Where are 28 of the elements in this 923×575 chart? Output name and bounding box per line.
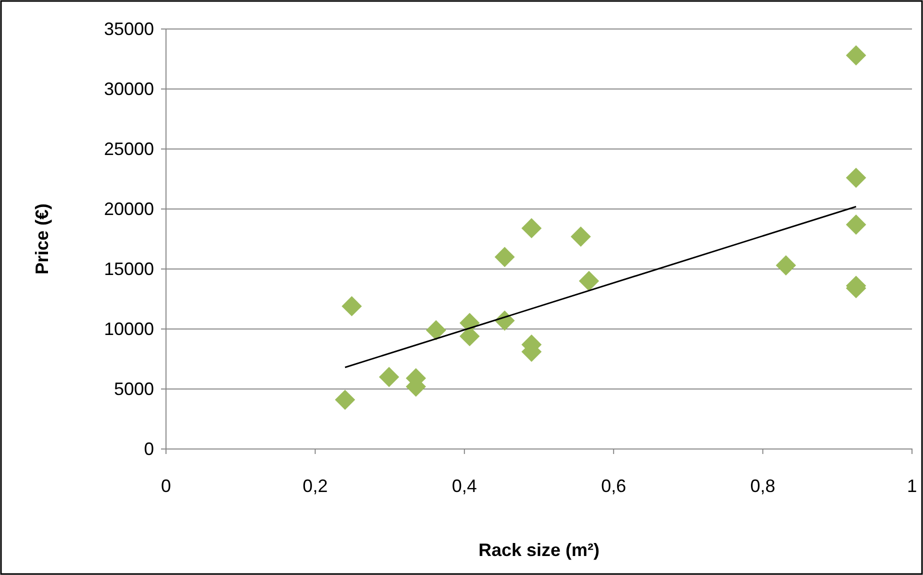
y-tick-label: 15000 — [104, 258, 154, 279]
y-tick-label: 5000 — [114, 378, 154, 399]
y-tick-label: 20000 — [104, 198, 154, 219]
x-axis-title: Rack size (m²) — [478, 540, 600, 560]
point — [342, 296, 362, 316]
point — [846, 168, 866, 188]
point — [846, 45, 866, 66]
x-tick-label: 1 — [906, 476, 918, 496]
x-tick-label: 0,2 — [302, 476, 328, 496]
point — [378, 366, 400, 388]
y-tick-label: 10000 — [104, 318, 154, 339]
point — [494, 246, 515, 268]
y-tick-label: 30000 — [104, 78, 154, 99]
point — [578, 270, 600, 292]
point — [570, 226, 591, 247]
y-tick-label: 25000 — [104, 138, 154, 159]
x-tick-label: 0 — [160, 476, 172, 496]
y-tick-label: 35000 — [104, 18, 154, 39]
x-tick-label: 0,6 — [601, 476, 626, 496]
point — [776, 255, 796, 276]
point — [846, 214, 866, 235]
y-tick-label: 0 — [144, 438, 154, 459]
point — [334, 390, 356, 410]
point — [426, 320, 446, 340]
x-tick-label: 0,4 — [452, 476, 477, 496]
y-axis-title: Price (€) — [32, 203, 52, 275]
point — [521, 218, 542, 238]
x-tick-label: 0,8 — [750, 476, 776, 496]
